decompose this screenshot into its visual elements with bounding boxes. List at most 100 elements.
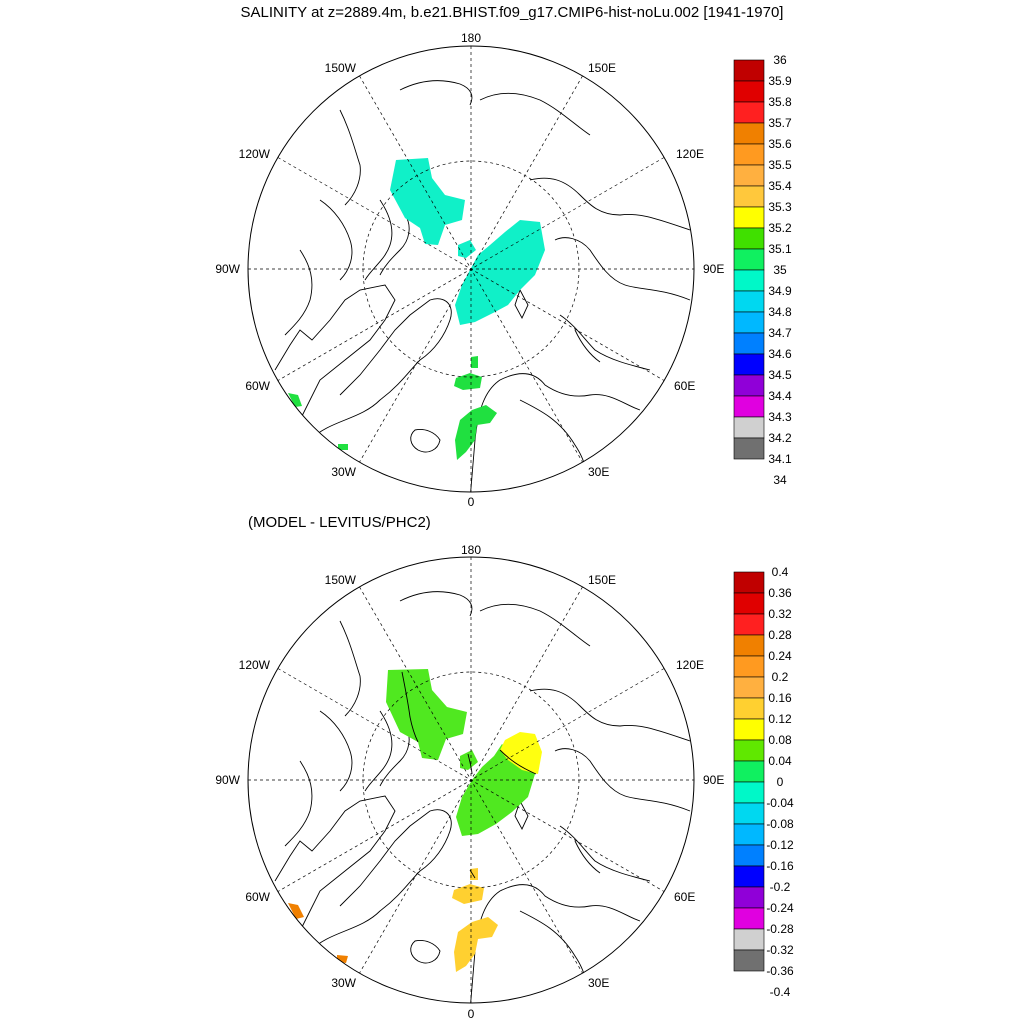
- colorbar-swatch: [733, 781, 765, 804]
- colorbar-label: 0.04: [768, 754, 792, 768]
- colorbar-swatch: [733, 655, 765, 678]
- colorbar-label: -0.2: [770, 880, 791, 894]
- colorbar-swatch: [733, 437, 765, 460]
- greenland-sea-field: [455, 405, 497, 460]
- greenland-sea-field: [454, 917, 498, 972]
- colorbar-label: -0.4: [770, 985, 791, 999]
- colorbar-label: 36: [773, 53, 787, 67]
- lon-label-60w: 60W: [245, 379, 270, 393]
- difference-fields: [288, 669, 542, 972]
- colorbar-swatch: [733, 844, 765, 867]
- graticule: [248, 557, 694, 1003]
- colorbar-label: -0.32: [766, 943, 794, 957]
- colorbar-swatch: [733, 353, 765, 376]
- colorbar-swatch: [733, 122, 765, 145]
- map-boundary: [247, 45, 695, 493]
- colorbar-swatch: [733, 634, 765, 657]
- eurasian-positive-field: [500, 732, 542, 774]
- colorbar-label: 35.5: [768, 158, 792, 172]
- colorbar-swatch: [733, 613, 765, 636]
- lon-label-0: 0: [468, 1007, 475, 1021]
- colorbar-swatch: [733, 886, 765, 909]
- lon-label-120w: 120W: [239, 658, 271, 672]
- lon-label-60e: 60E: [674, 890, 695, 904]
- colorbar-label: -0.12: [766, 838, 794, 852]
- colorbar-swatch: [733, 101, 765, 124]
- colorbar-swatch: [733, 416, 765, 439]
- colorbar-label: -0.28: [766, 922, 794, 936]
- lon-label-60w: 60W: [245, 890, 270, 904]
- colorbar-swatch: [733, 823, 765, 846]
- map-boundary: [247, 556, 695, 1004]
- eurasian-basin-field: [455, 220, 545, 325]
- colorbar-swatch: [733, 739, 765, 762]
- fram-field: [454, 373, 482, 390]
- colorbar-label: -0.36: [766, 964, 794, 978]
- colorbar-label: 35.8: [768, 95, 792, 109]
- colorbar-label: 35.4: [768, 179, 792, 193]
- colorbar-label: 34.8: [768, 305, 792, 319]
- polar-map: 180 150E 120E 90E 60E 30E 0 30W 60W 90W …: [215, 31, 724, 509]
- colorbar-swatch: [733, 760, 765, 783]
- lon-label-150e: 150E: [588, 61, 616, 75]
- map-title: SALINITY at z=2889.4m, b.e21.BHIST.f09_g…: [240, 4, 784, 21]
- difference-colorbar: 0.4 0.36 0.32 0.28 0.24 0.2 0.16 0.12 0.08 0.04 0 -…: [733, 565, 794, 999]
- colorbar-label: 0: [777, 775, 784, 789]
- colorbar-swatch: [733, 395, 765, 418]
- difference-map-panel: 180 150E 120E 90E 60E 30E 0 30W 60W 90W …: [215, 543, 794, 1021]
- colorbar-swatch: [733, 676, 765, 699]
- colorbar-swatch: [733, 697, 765, 720]
- colorbar-label: 34.7: [768, 326, 792, 340]
- labrador-field: [288, 903, 304, 919]
- colorbar-swatch: [733, 949, 765, 972]
- lon-label-90w: 90W: [215, 262, 240, 276]
- colorbar-label: 34: [773, 473, 787, 487]
- colorbar-swatch: [733, 59, 765, 82]
- difference-title: (MODEL - LEVITUS/PHC2): [248, 514, 431, 531]
- lon-label-120e: 120E: [676, 658, 704, 672]
- colorbar-label: 35.3: [768, 200, 792, 214]
- colorbar-label: 35.6: [768, 137, 792, 151]
- colorbar-label: -0.16: [766, 859, 794, 873]
- canada-basin-field: [386, 669, 467, 760]
- colorbar-label: -0.08: [766, 817, 794, 831]
- colorbar-swatch: [733, 802, 765, 825]
- eurasian-basin-field: [456, 744, 535, 836]
- lon-label-180: 180: [461, 543, 481, 557]
- lon-label-90e: 90E: [703, 773, 724, 787]
- zero-contours: [401, 671, 537, 879]
- colorbar-label: 0.16: [768, 691, 792, 705]
- lon-label-180: 180: [461, 31, 481, 45]
- colorbar-swatch: [733, 571, 765, 594]
- labrador-field: [288, 393, 302, 407]
- salinity-fields: [288, 158, 545, 460]
- colorbar-swatch: [733, 143, 765, 166]
- meridian-labels: 180 150E 120E 90E 60E 30E 0 30W 60W 90W …: [215, 543, 724, 1021]
- colorbar-swatch: [733, 248, 765, 271]
- colorbar-label: 34.5: [768, 368, 792, 382]
- colorbar-label: 35.7: [768, 116, 792, 130]
- colorbar-label: 35: [773, 263, 787, 277]
- colorbar-swatch: [733, 227, 765, 250]
- colorbar-label: 0.28: [768, 628, 792, 642]
- salinity-map-panel: 180 150E 120E 90E 60E 30E 0 30W 60W 90W …: [215, 31, 792, 509]
- colorbar-swatch: [733, 206, 765, 229]
- colorbar-swatch: [733, 290, 765, 313]
- graticule: [248, 46, 694, 492]
- colorbar-label: 34.3: [768, 410, 792, 424]
- lon-label-120e: 120E: [676, 147, 704, 161]
- lon-label-30w: 30W: [331, 465, 356, 479]
- colorbar-swatch: [733, 185, 765, 208]
- colorbar-swatch: [733, 928, 765, 951]
- polar-map: 180 150E 120E 90E 60E 30E 0 30W 60W 90W …: [215, 543, 724, 1021]
- fram-small-field: [471, 356, 478, 368]
- coastline: [259, 591, 691, 1003]
- colorbar-label: -0.04: [766, 796, 794, 810]
- lon-label-90w: 90W: [215, 773, 240, 787]
- lon-label-150e: 150E: [588, 573, 616, 587]
- lon-label-120w: 120W: [239, 147, 271, 161]
- colorbar-label: 0.36: [768, 586, 792, 600]
- colorbar-label: 35.9: [768, 74, 792, 88]
- iceland-field: [338, 444, 348, 450]
- colorbar-label: 35.1: [768, 242, 792, 256]
